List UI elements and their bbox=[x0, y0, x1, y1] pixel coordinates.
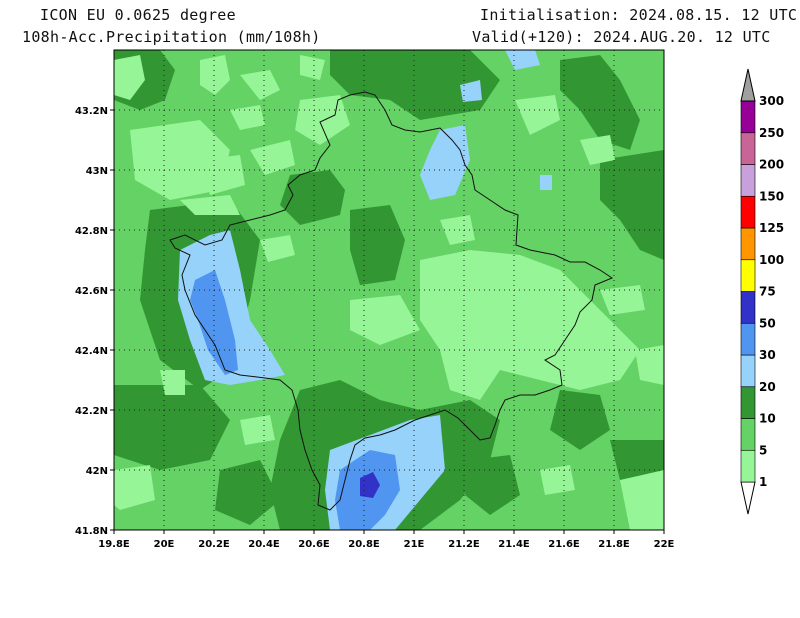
y-tick-label: 42.2N bbox=[75, 406, 108, 417]
country-border-line bbox=[169, 91, 614, 511]
x-tick-label: 19.8E bbox=[98, 539, 130, 550]
legend-label: 75 bbox=[759, 285, 776, 299]
x-tick-label: 20.8E bbox=[348, 539, 380, 550]
precipitation-field bbox=[114, 50, 664, 530]
x-tick-label: 21.2E bbox=[448, 539, 480, 550]
legend-label: 5 bbox=[759, 443, 767, 457]
x-tick-label: 20.2E bbox=[198, 539, 230, 550]
y-tick-label: 41.8N bbox=[75, 526, 108, 537]
x-axis: 19.8E 20E 20.2E 20.4E 20.6E 20.8E 21E 21.2E 21.4… bbox=[98, 530, 675, 550]
x-tick-label: 21.8E bbox=[598, 539, 630, 550]
color-legend: 1 5 10 20 30 50 75 100 125 150 200 250 300 bbox=[740, 68, 784, 515]
legend-bin bbox=[740, 100, 756, 134]
lat-lon-grid bbox=[114, 50, 664, 530]
legend-bin bbox=[740, 449, 756, 483]
x-tick-label: 20.6E bbox=[298, 539, 330, 550]
legend-bin bbox=[740, 164, 756, 197]
legend-low-tip bbox=[740, 481, 756, 515]
precip-1-5-areas bbox=[114, 55, 664, 530]
legend-high-tip bbox=[740, 68, 756, 102]
y-tick-label: 43N bbox=[86, 166, 108, 177]
legend-bin bbox=[740, 418, 756, 451]
model-title: ICON EU 0.0625 degree bbox=[40, 6, 236, 24]
x-tick-label: 21E bbox=[404, 539, 425, 550]
legend-label: 30 bbox=[759, 348, 776, 362]
legend-label: 250 bbox=[759, 126, 784, 140]
legend-bin bbox=[740, 195, 756, 229]
legend-label: 100 bbox=[759, 253, 784, 267]
x-tick-label: 22E bbox=[654, 539, 675, 550]
y-axis: 41.8N 42N 42.2N 42.4N 42.6N 42.8N 43N 43.2N bbox=[75, 106, 114, 537]
legend-bin bbox=[740, 291, 756, 324]
legend-bin bbox=[740, 386, 756, 419]
valid-time: Valid(+120): 2024.AUG.20. 12 UTC bbox=[472, 28, 771, 46]
init-time: Initialisation: 2024.08.15. 12 UTC bbox=[480, 6, 798, 24]
y-tick-label: 42.6N bbox=[75, 286, 108, 297]
legend-label: 150 bbox=[759, 189, 784, 203]
legend-label: 125 bbox=[759, 221, 784, 235]
y-tick-label: 42N bbox=[86, 466, 108, 477]
legend-bin bbox=[740, 132, 756, 165]
legend-label: 10 bbox=[759, 412, 776, 426]
legend-bin bbox=[740, 259, 756, 292]
legend-bin bbox=[740, 322, 756, 356]
precip-50-75-areas bbox=[360, 472, 380, 498]
y-tick-label: 43.2N bbox=[75, 106, 108, 117]
legend-bin bbox=[740, 354, 756, 388]
legend-label: 1 bbox=[759, 475, 767, 489]
legend-bin bbox=[740, 227, 756, 261]
legend-label: 50 bbox=[759, 316, 776, 330]
x-tick-label: 20E bbox=[154, 539, 175, 550]
legend-label: 200 bbox=[759, 158, 784, 172]
field-title: 108h-Acc.Precipitation (mm/108h) bbox=[22, 28, 321, 46]
x-tick-label: 21.6E bbox=[548, 539, 580, 550]
y-tick-label: 42.4N bbox=[75, 346, 108, 357]
x-tick-label: 21.4E bbox=[498, 539, 530, 550]
legend-label: 20 bbox=[759, 380, 776, 394]
y-tick-label: 42.8N bbox=[75, 226, 108, 237]
x-tick-label: 20.4E bbox=[248, 539, 280, 550]
legend-label: 300 bbox=[759, 94, 784, 108]
